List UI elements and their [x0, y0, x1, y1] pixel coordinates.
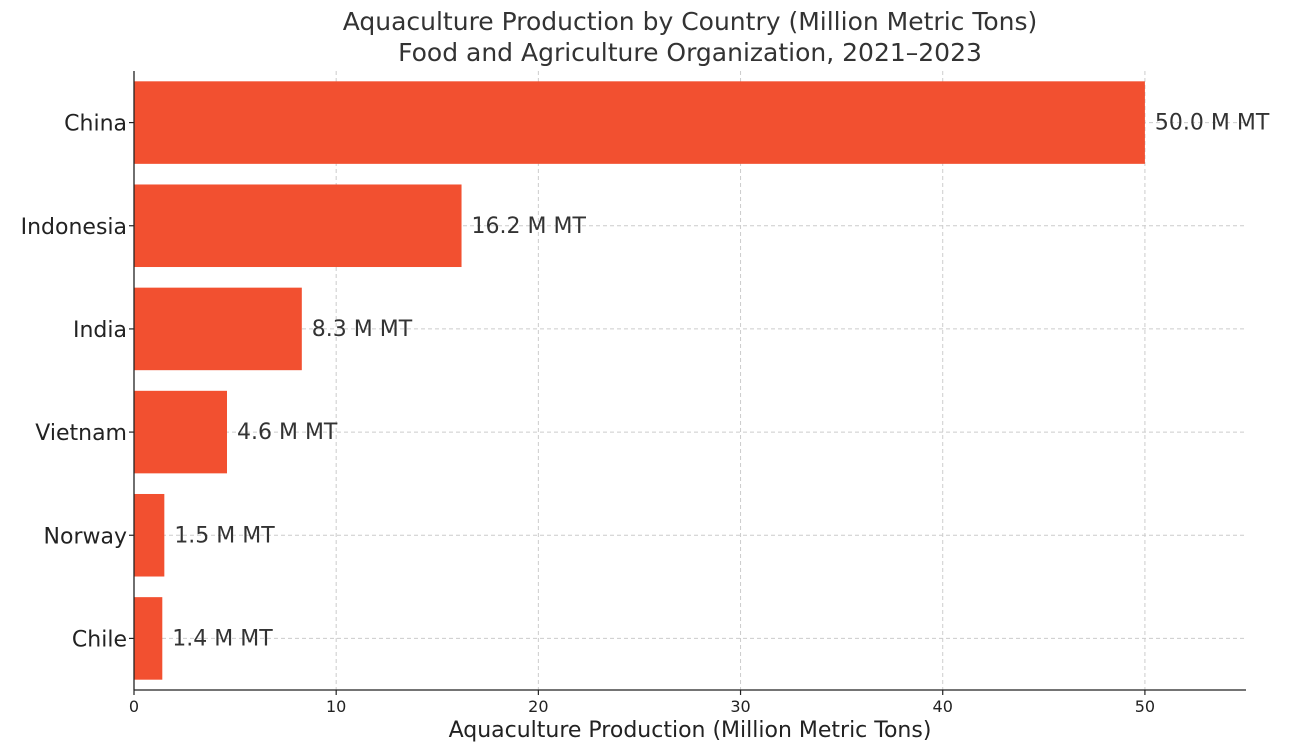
x-tick-label: 50	[1135, 697, 1155, 716]
data-label: 16.2 M MT	[472, 214, 587, 239]
category-label: China	[64, 112, 127, 137]
category-labels: China Indonesia India Vietnam Norway Chile	[21, 112, 134, 652]
data-label: 4.6 M MT	[237, 420, 338, 445]
category-label: Norway	[44, 524, 127, 549]
bar-india	[134, 287, 302, 371]
x-tick-label: 30	[730, 697, 750, 716]
x-tick-labels: 0 10 20 30 40 50	[129, 690, 1155, 716]
x-tick-label: 10	[326, 697, 346, 716]
category-label: Vietnam	[35, 421, 127, 446]
category-label: Chile	[72, 627, 127, 652]
data-label: 50.0 M MT	[1155, 111, 1270, 136]
chart-subtitle: Food and Agriculture Organization, 2021–…	[398, 38, 982, 67]
value-labels: 50.0 M MT 16.2 M MT 8.3 M MT 4.6 M MT 1.5 M …	[172, 111, 1270, 652]
x-tick-label: 40	[933, 697, 953, 716]
x-axis-label: Aquaculture Production (Million Metric T…	[449, 718, 932, 743]
category-label: India	[73, 318, 127, 343]
chart-title: Aquaculture Production by Country (Milli…	[343, 7, 1038, 36]
data-label: 1.5 M MT	[174, 523, 275, 548]
bar-vietnam	[134, 390, 228, 474]
x-tick-label: 20	[528, 697, 548, 716]
bar-chile	[134, 597, 163, 680]
bars	[134, 81, 1145, 680]
data-label: 8.3 M MT	[312, 317, 413, 342]
data-label: 1.4 M MT	[172, 626, 273, 651]
x-tick-label: 0	[129, 697, 139, 716]
bar-china	[134, 81, 1145, 164]
bar-indonesia	[134, 184, 462, 268]
category-label: Indonesia	[21, 215, 127, 240]
bar-norway	[134, 493, 165, 577]
